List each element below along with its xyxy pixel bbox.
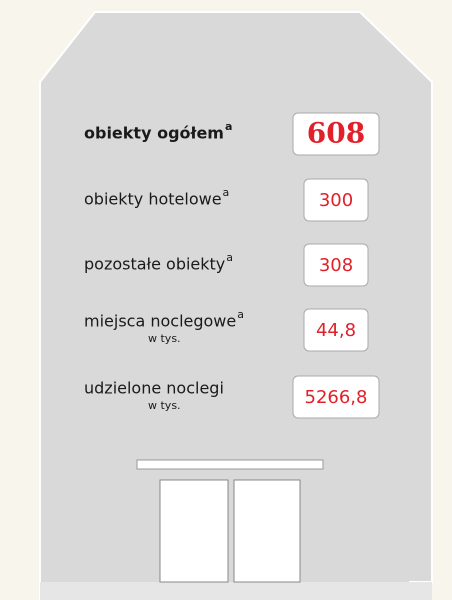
house-infographic: obiekty ogółema608obiekty hotelowea300po… [0,0,452,600]
ground [40,582,432,600]
row-note: a [223,186,230,199]
door-right [234,480,300,582]
row-unit: w tys. [148,332,181,345]
row-label: obiekty ogółem [84,124,224,143]
row-label: pozostałe obiekty [84,255,225,274]
row-label: obiekty hotelowe [84,190,222,209]
row-unit: w tys. [148,399,181,412]
row-label: udzielone noclegi [84,379,224,398]
row-note: a [226,251,233,264]
row-note: a [225,120,232,133]
row-value: 608 [307,117,365,150]
page: obiekty ogółema608obiekty hotelowea300po… [0,0,452,600]
row-value: 300 [319,190,353,211]
row-value: 308 [319,255,353,276]
door-lintel [137,460,323,469]
door-left [160,480,228,582]
row-value: 5266,8 [305,387,368,408]
row-label: miejsca noclegowe [84,312,236,331]
row-value: 44,8 [316,320,356,341]
row-note: a [237,308,244,321]
